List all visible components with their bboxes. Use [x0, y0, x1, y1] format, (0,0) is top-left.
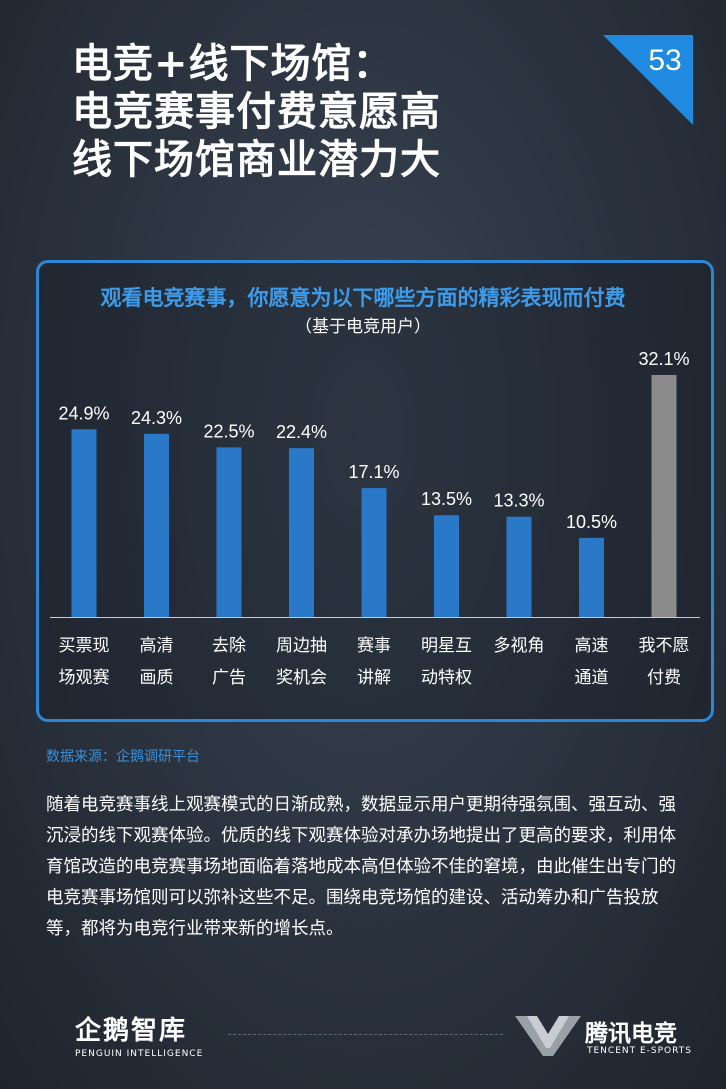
right-logo-text: 腾讯电竞	[585, 1021, 677, 1047]
category-label: 付费	[647, 668, 681, 688]
tencent-esports-v-icon	[515, 1016, 581, 1056]
category-label: 广告	[212, 668, 246, 688]
title-line-2: 电竞赛事付费意愿高	[72, 89, 441, 135]
category-label: 多视角	[494, 636, 545, 656]
category-label: 场观赛	[59, 667, 110, 688]
category-label: 通道	[575, 668, 609, 688]
right-logo-subtext: TENCENT E-SPORTS	[587, 1046, 692, 1056]
bar	[216, 447, 242, 617]
category-label: 明星互	[421, 636, 472, 656]
bar-value-label: 24.9%	[58, 403, 109, 423]
title-line-3: 线下场馆商业潜力大	[72, 137, 441, 183]
data-source: 数据来源：企鹅调研平台	[46, 749, 200, 765]
bar-value-label: 22.5%	[203, 421, 254, 441]
bar-value-label: 24.3%	[131, 408, 182, 428]
category-label: 画质	[140, 668, 174, 688]
bar-value-label: 13.5%	[421, 489, 472, 509]
chart-subtitle: （基于电竞用户）	[295, 317, 431, 337]
bar-value-label: 10.5%	[566, 512, 617, 532]
category-label: 高速	[575, 636, 609, 656]
page-number: 53	[648, 44, 682, 77]
bar	[71, 429, 97, 617]
chart-title: 观看电竞赛事，你愿意为以下哪些方面的精彩表现而付费	[100, 286, 626, 310]
bar-value-label: 22.4%	[276, 422, 327, 442]
page-number-badge	[603, 35, 693, 125]
bar	[434, 515, 459, 617]
category-label: 高清	[140, 636, 174, 656]
bar-value-label: 32.1%	[638, 349, 689, 369]
bar-value-label: 17.1%	[348, 462, 399, 482]
bar	[144, 433, 169, 617]
category-label: 动特权	[421, 668, 472, 688]
category-label: 买票现	[59, 636, 110, 656]
category-label: 我不愿	[639, 636, 690, 656]
page-title: 电竞+线下场馆： 电竞赛事付费意愿高 线下场馆商业潜力大	[72, 40, 441, 184]
category-label: 去除	[212, 636, 246, 656]
left-logo-subtext: PENGUIN INTELLIGENCE	[75, 1049, 204, 1059]
penguin-intelligence-logo: 企鹅智库 PENGUIN INTELLIGENCE	[75, 1010, 203, 1059]
bar	[651, 375, 677, 617]
category-label: 赛事	[357, 635, 391, 656]
title-line-1: 电竞+线下场馆：	[72, 41, 394, 87]
bar	[579, 537, 604, 617]
category-label: 周边抽	[276, 636, 327, 656]
body-paragraph: 随着电竞赛事线上观赛模式的日渐成熟，数据显示用户更期待强氛围、强互动、强沉浸的线…	[46, 795, 676, 939]
tencent-esports-logo: 腾讯电竞 TENCENT E-SPORTS	[515, 1012, 691, 1062]
left-logo-text: 企鹅智库	[75, 1016, 188, 1046]
footer-divider	[228, 1034, 503, 1035]
category-label: 讲解	[357, 668, 391, 688]
category-label: 奖机会	[276, 668, 327, 688]
bar	[361, 488, 387, 617]
bar	[289, 448, 314, 617]
bar	[506, 516, 532, 617]
bar-value-label: 13.3%	[493, 491, 544, 511]
